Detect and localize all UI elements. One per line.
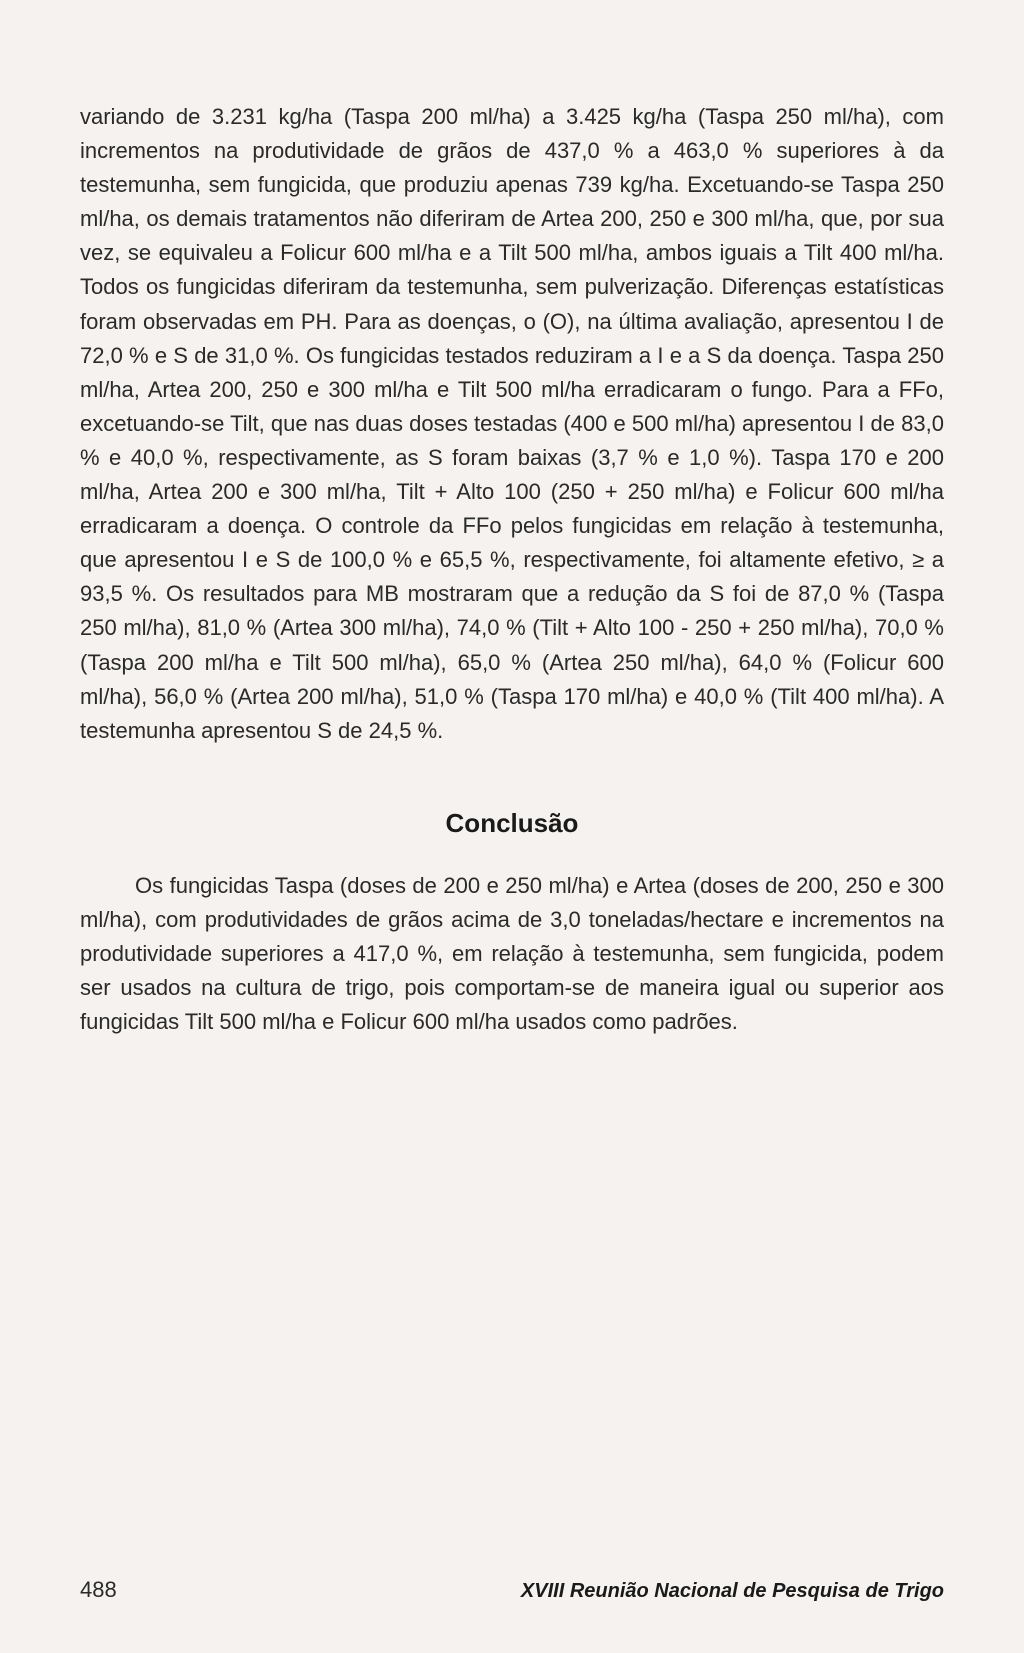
conclusion-heading: Conclusão [80, 808, 944, 839]
page-footer: 488 XVIII Reunião Nacional de Pesquisa d… [80, 1537, 944, 1603]
footer-title: XVIII Reunião Nacional de Pesquisa de Tr… [521, 1580, 944, 1603]
body-paragraph: variando de 3.231 kg/ha (Taspa 200 ml/ha… [80, 100, 944, 748]
page-number: 488 [80, 1577, 117, 1603]
conclusion-paragraph: Os fungicidas Taspa (doses de 200 e 250 … [80, 869, 944, 1039]
main-content: variando de 3.231 kg/ha (Taspa 200 ml/ha… [80, 100, 944, 1537]
